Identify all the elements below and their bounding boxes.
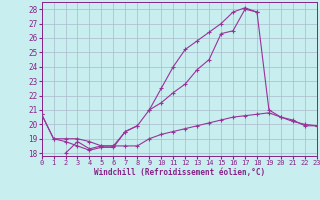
X-axis label: Windchill (Refroidissement éolien,°C): Windchill (Refroidissement éolien,°C) xyxy=(94,168,265,177)
